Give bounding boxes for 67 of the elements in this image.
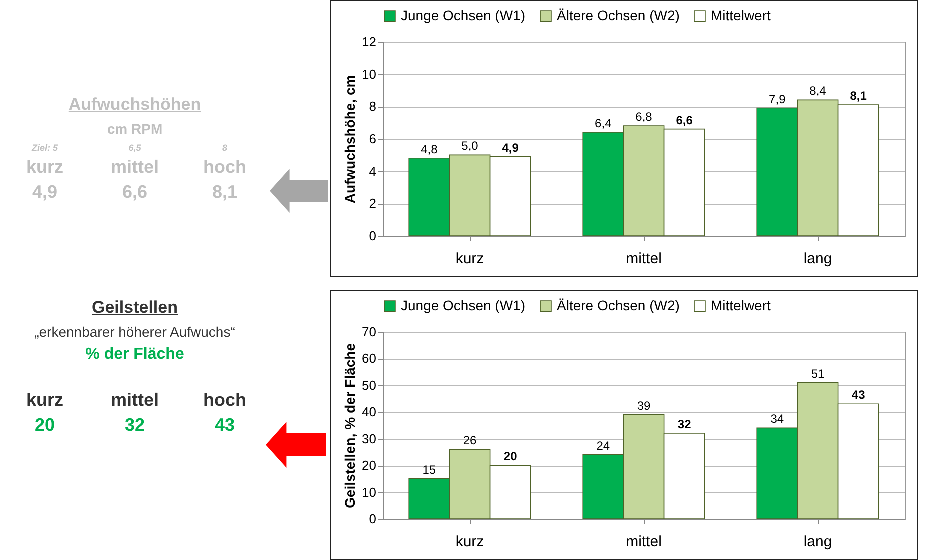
y-axis-title: Geilstellen, % der Fläche (342, 343, 358, 508)
text: Ziel: 5 (30, 143, 59, 153)
y-tick-label: 70 (362, 324, 376, 340)
text: mittel (110, 390, 160, 411)
y-tick-label: 40 (362, 404, 376, 420)
data-label: 24 (596, 438, 610, 453)
text: % der Fläche (84, 346, 186, 364)
text: hoch (202, 157, 248, 178)
y-tick-label: 60 (362, 351, 376, 366)
data-label: 15 (422, 462, 436, 477)
text: cm RPM (106, 121, 164, 137)
text: hoch (202, 390, 248, 411)
x-tick-label: kurz (456, 534, 484, 550)
data-label: 39 (637, 398, 651, 413)
x-tick-label: lang (804, 534, 832, 550)
x-tick-label: mittel (626, 250, 662, 268)
y-tick-label: 0 (369, 228, 376, 244)
y-tick-label: 50 (362, 378, 376, 393)
text: kurz (25, 390, 64, 411)
legend-label: Mittelwert (711, 297, 772, 314)
text: kurz (25, 157, 64, 178)
data-label: 5,0 (462, 139, 479, 154)
data-label: 20 (504, 450, 518, 464)
y-tick-label: 10 (362, 484, 376, 500)
legend-label: Ältere Ochsen (W2) (557, 7, 680, 24)
data-label: 4,8 (421, 142, 438, 156)
data-label: 8,1 (850, 89, 868, 104)
data-label: 34 (770, 412, 784, 426)
text: „erkennbarer höherer Aufwuchs“ (34, 324, 236, 340)
data-label: 43 (852, 388, 866, 402)
text: 8 (221, 143, 228, 153)
data-label: 32 (678, 418, 692, 432)
data-label: 6,6 (676, 113, 694, 128)
text: mittel (110, 157, 160, 178)
y-axis-title: Aufwuchshöhe, cm (342, 75, 358, 204)
y-tick-label: 0 (369, 512, 376, 526)
y-tick-label: 10 (362, 66, 376, 82)
text: Geilstellen (91, 298, 179, 318)
data-label: 6,8 (636, 110, 653, 124)
y-tick-label: 12 (362, 34, 376, 50)
legend-label: Junge Ochsen (W1) (401, 297, 526, 314)
y-tick-label: 2 (369, 196, 376, 212)
text: 32 (124, 415, 146, 436)
data-label: 51 (811, 366, 825, 381)
text: 20 (34, 415, 56, 436)
y-tick-label: 8 (369, 99, 376, 114)
y-tick-label: 30 (362, 431, 376, 446)
text: 8,1 (211, 182, 239, 203)
text: 6,5 (128, 143, 142, 153)
x-tick-label: mittel (626, 534, 662, 550)
y-tick-label: 4 (369, 164, 376, 179)
legend-label: Junge Ochsen (W1) (401, 7, 526, 24)
legend-label: Mittelwert (711, 7, 772, 24)
data-label: 6,4 (595, 116, 612, 131)
text: 6,6 (121, 182, 149, 203)
text: 4,9 (31, 182, 59, 203)
data-label: 8,4 (810, 84, 827, 98)
y-tick-label: 6 (369, 132, 376, 146)
text: Aufwuchshöhen (68, 95, 202, 115)
x-tick-label: kurz (456, 250, 484, 268)
data-label: 26 (463, 434, 477, 448)
y-tick-label: 20 (362, 458, 376, 474)
x-tick-label: lang (804, 250, 832, 268)
legend-label: Ältere Ochsen (W2) (557, 297, 680, 314)
text: 43 (214, 415, 236, 436)
data-label: 7,9 (769, 92, 786, 106)
data-label: 4,9 (502, 140, 520, 155)
